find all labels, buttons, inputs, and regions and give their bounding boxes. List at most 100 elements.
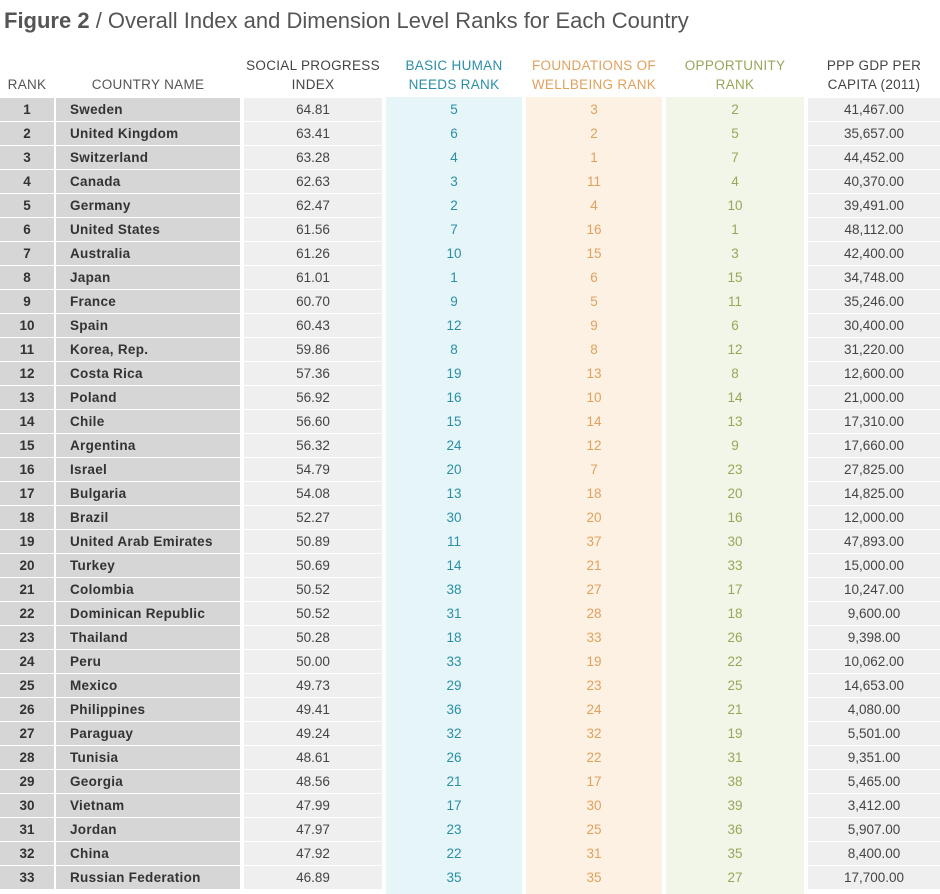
opportunity-rank-cell: 8 [731, 366, 739, 381]
rank-cell: 23 [0, 626, 54, 649]
rank-cell: 17 [0, 482, 54, 505]
social-progress-index-cell: 47.99 [244, 794, 382, 817]
ppp-gdp-per-capita-cell: 40,370.00 [808, 170, 940, 193]
foundations-of-wellbeing-rank-cell: 2 [590, 126, 598, 141]
country-name-cell: Chile [56, 410, 240, 433]
foundations-of-wellbeing-rank-cell: 4 [590, 198, 598, 213]
table-row: 21 Colombia 50.52 38 27 17 10,247.00 [0, 578, 940, 602]
basic-human-needs-rank-cell: 22 [446, 846, 462, 861]
rank-cell: 19 [0, 530, 54, 553]
foundations-of-wellbeing-rank-cell: 3 [590, 102, 598, 117]
opportunity-rank-cell: 9 [731, 438, 739, 453]
opportunity-rank-cell: 38 [727, 774, 743, 789]
ppp-gdp-per-capita-cell: 15,000.00 [808, 554, 940, 577]
fow-column-background [526, 97, 662, 894]
rank-cell: 7 [0, 242, 54, 265]
rank-cell: 1 [0, 98, 54, 121]
opportunity-rank-cell: 15 [727, 270, 743, 285]
social-progress-index-cell: 62.47 [244, 194, 382, 217]
country-name-cell: Colombia [56, 578, 240, 601]
table-row: 9 France 60.70 9 5 11 35,246.00 [0, 290, 940, 314]
figure-title: Figure 2 / Overall Index and Dimension L… [4, 8, 689, 34]
foundations-of-wellbeing-rank-cell: 8 [590, 342, 598, 357]
title-separator: / [89, 8, 108, 33]
social-progress-index-cell: 61.26 [244, 242, 382, 265]
social-progress-index-cell: 61.56 [244, 218, 382, 241]
basic-human-needs-rank-cell: 20 [446, 462, 462, 477]
rank-cell: 9 [0, 290, 54, 313]
basic-human-needs-rank-cell: 23 [446, 822, 462, 837]
country-name-cell: Israel [56, 458, 240, 481]
rank-cell: 6 [0, 218, 54, 241]
foundations-of-wellbeing-rank-cell: 17 [586, 774, 602, 789]
opportunity-rank-cell: 27 [727, 870, 743, 885]
header-social-progress-index: SOCIAL PROGRESS INDEX [246, 58, 380, 92]
table-row: 19 United Arab Emirates 50.89 11 37 30 47,893.… [0, 530, 940, 554]
country-name-cell: Georgia [56, 770, 240, 793]
country-name-cell: Australia [56, 242, 240, 265]
rank-cell: 15 [0, 434, 54, 457]
basic-human-needs-rank-cell: 35 [446, 870, 462, 885]
basic-human-needs-rank-cell: 17 [446, 798, 462, 813]
opportunity-rank-cell: 31 [727, 750, 743, 765]
table-row: 13 Poland 56.92 16 10 14 21,000.00 [0, 386, 940, 410]
social-progress-index-cell: 54.08 [244, 482, 382, 505]
ppp-gdp-per-capita-cell: 3,412.00 [808, 794, 940, 817]
header-basic-human-needs-rank: BASIC HUMAN NEEDS RANK [405, 58, 503, 92]
foundations-of-wellbeing-rank-cell: 13 [586, 366, 602, 381]
header-opportunity-rank: OPPORTUNITY RANK [684, 58, 786, 92]
ppp-gdp-per-capita-cell: 48,112.00 [808, 218, 940, 241]
title-text: Overall Index and Dimension Level Ranks … [107, 8, 689, 33]
rank-cell: 33 [0, 866, 54, 889]
social-progress-index-cell: 63.41 [244, 122, 382, 145]
foundations-of-wellbeing-rank-cell: 30 [586, 798, 602, 813]
ppp-gdp-per-capita-cell: 9,351.00 [808, 746, 940, 769]
table-row: 8 Japan 61.01 1 6 15 34,748.00 [0, 266, 940, 290]
country-name-cell: Tunisia [56, 746, 240, 769]
basic-human-needs-rank-cell: 7 [450, 222, 458, 237]
country-name-cell: Brazil [56, 506, 240, 529]
country-name-cell: Japan [56, 266, 240, 289]
basic-human-needs-rank-cell: 36 [446, 702, 462, 717]
opportunity-rank-cell: 12 [727, 342, 743, 357]
ppp-gdp-per-capita-cell: 10,247.00 [808, 578, 940, 601]
social-progress-index-cell: 46.89 [244, 866, 382, 889]
foundations-of-wellbeing-rank-cell: 28 [586, 606, 602, 621]
social-progress-index-cell: 54.79 [244, 458, 382, 481]
country-name-cell: Switzerland [56, 146, 240, 169]
country-name-cell: Peru [56, 650, 240, 673]
rank-cell: 4 [0, 170, 54, 193]
rank-cell: 2 [0, 122, 54, 145]
social-progress-index-cell: 50.00 [244, 650, 382, 673]
social-progress-index-cell: 63.28 [244, 146, 382, 169]
foundations-of-wellbeing-rank-cell: 33 [586, 630, 602, 645]
foundations-of-wellbeing-rank-cell: 1 [590, 150, 598, 165]
country-name-cell: Korea, Rep. [56, 338, 240, 361]
table-row: 1 Sweden 64.81 5 3 2 41,467.00 [0, 98, 940, 122]
ppp-gdp-per-capita-cell: 41,467.00 [808, 98, 940, 121]
ppp-gdp-per-capita-cell: 9,398.00 [808, 626, 940, 649]
table-row: 6 United States 61.56 7 16 1 48,112.00 [0, 218, 940, 242]
foundations-of-wellbeing-rank-cell: 25 [586, 822, 602, 837]
ppp-gdp-per-capita-cell: 35,657.00 [808, 122, 940, 145]
social-progress-index-cell: 56.92 [244, 386, 382, 409]
opportunity-rank-cell: 23 [727, 462, 743, 477]
table-row: 14 Chile 56.60 15 14 13 17,310.00 [0, 410, 940, 434]
opportunity-rank-cell: 11 [727, 294, 742, 309]
foundations-of-wellbeing-rank-cell: 5 [590, 294, 598, 309]
rank-cell: 31 [0, 818, 54, 841]
social-progress-index-cell: 48.56 [244, 770, 382, 793]
social-progress-index-cell: 64.81 [244, 98, 382, 121]
country-name-cell: Germany [56, 194, 240, 217]
basic-human-needs-rank-cell: 10 [446, 246, 462, 261]
header-ppp-gdp-per-capita: PPP GDP PER CAPITA (2011) [826, 58, 922, 92]
basic-human-needs-rank-cell: 11 [446, 534, 461, 549]
foundations-of-wellbeing-rank-cell: 23 [586, 678, 602, 693]
table-row: 20 Turkey 50.69 14 21 33 15,000.00 [0, 554, 940, 578]
table-row: 4 Canada 62.63 3 11 4 40,370.00 [0, 170, 940, 194]
table-row: 27 Paraguay 49.24 32 32 19 5,501.00 [0, 722, 940, 746]
ppp-gdp-per-capita-cell: 8,400.00 [808, 842, 940, 865]
rank-cell: 26 [0, 698, 54, 721]
ppp-gdp-per-capita-cell: 27,825.00 [808, 458, 940, 481]
rank-cell: 14 [0, 410, 54, 433]
